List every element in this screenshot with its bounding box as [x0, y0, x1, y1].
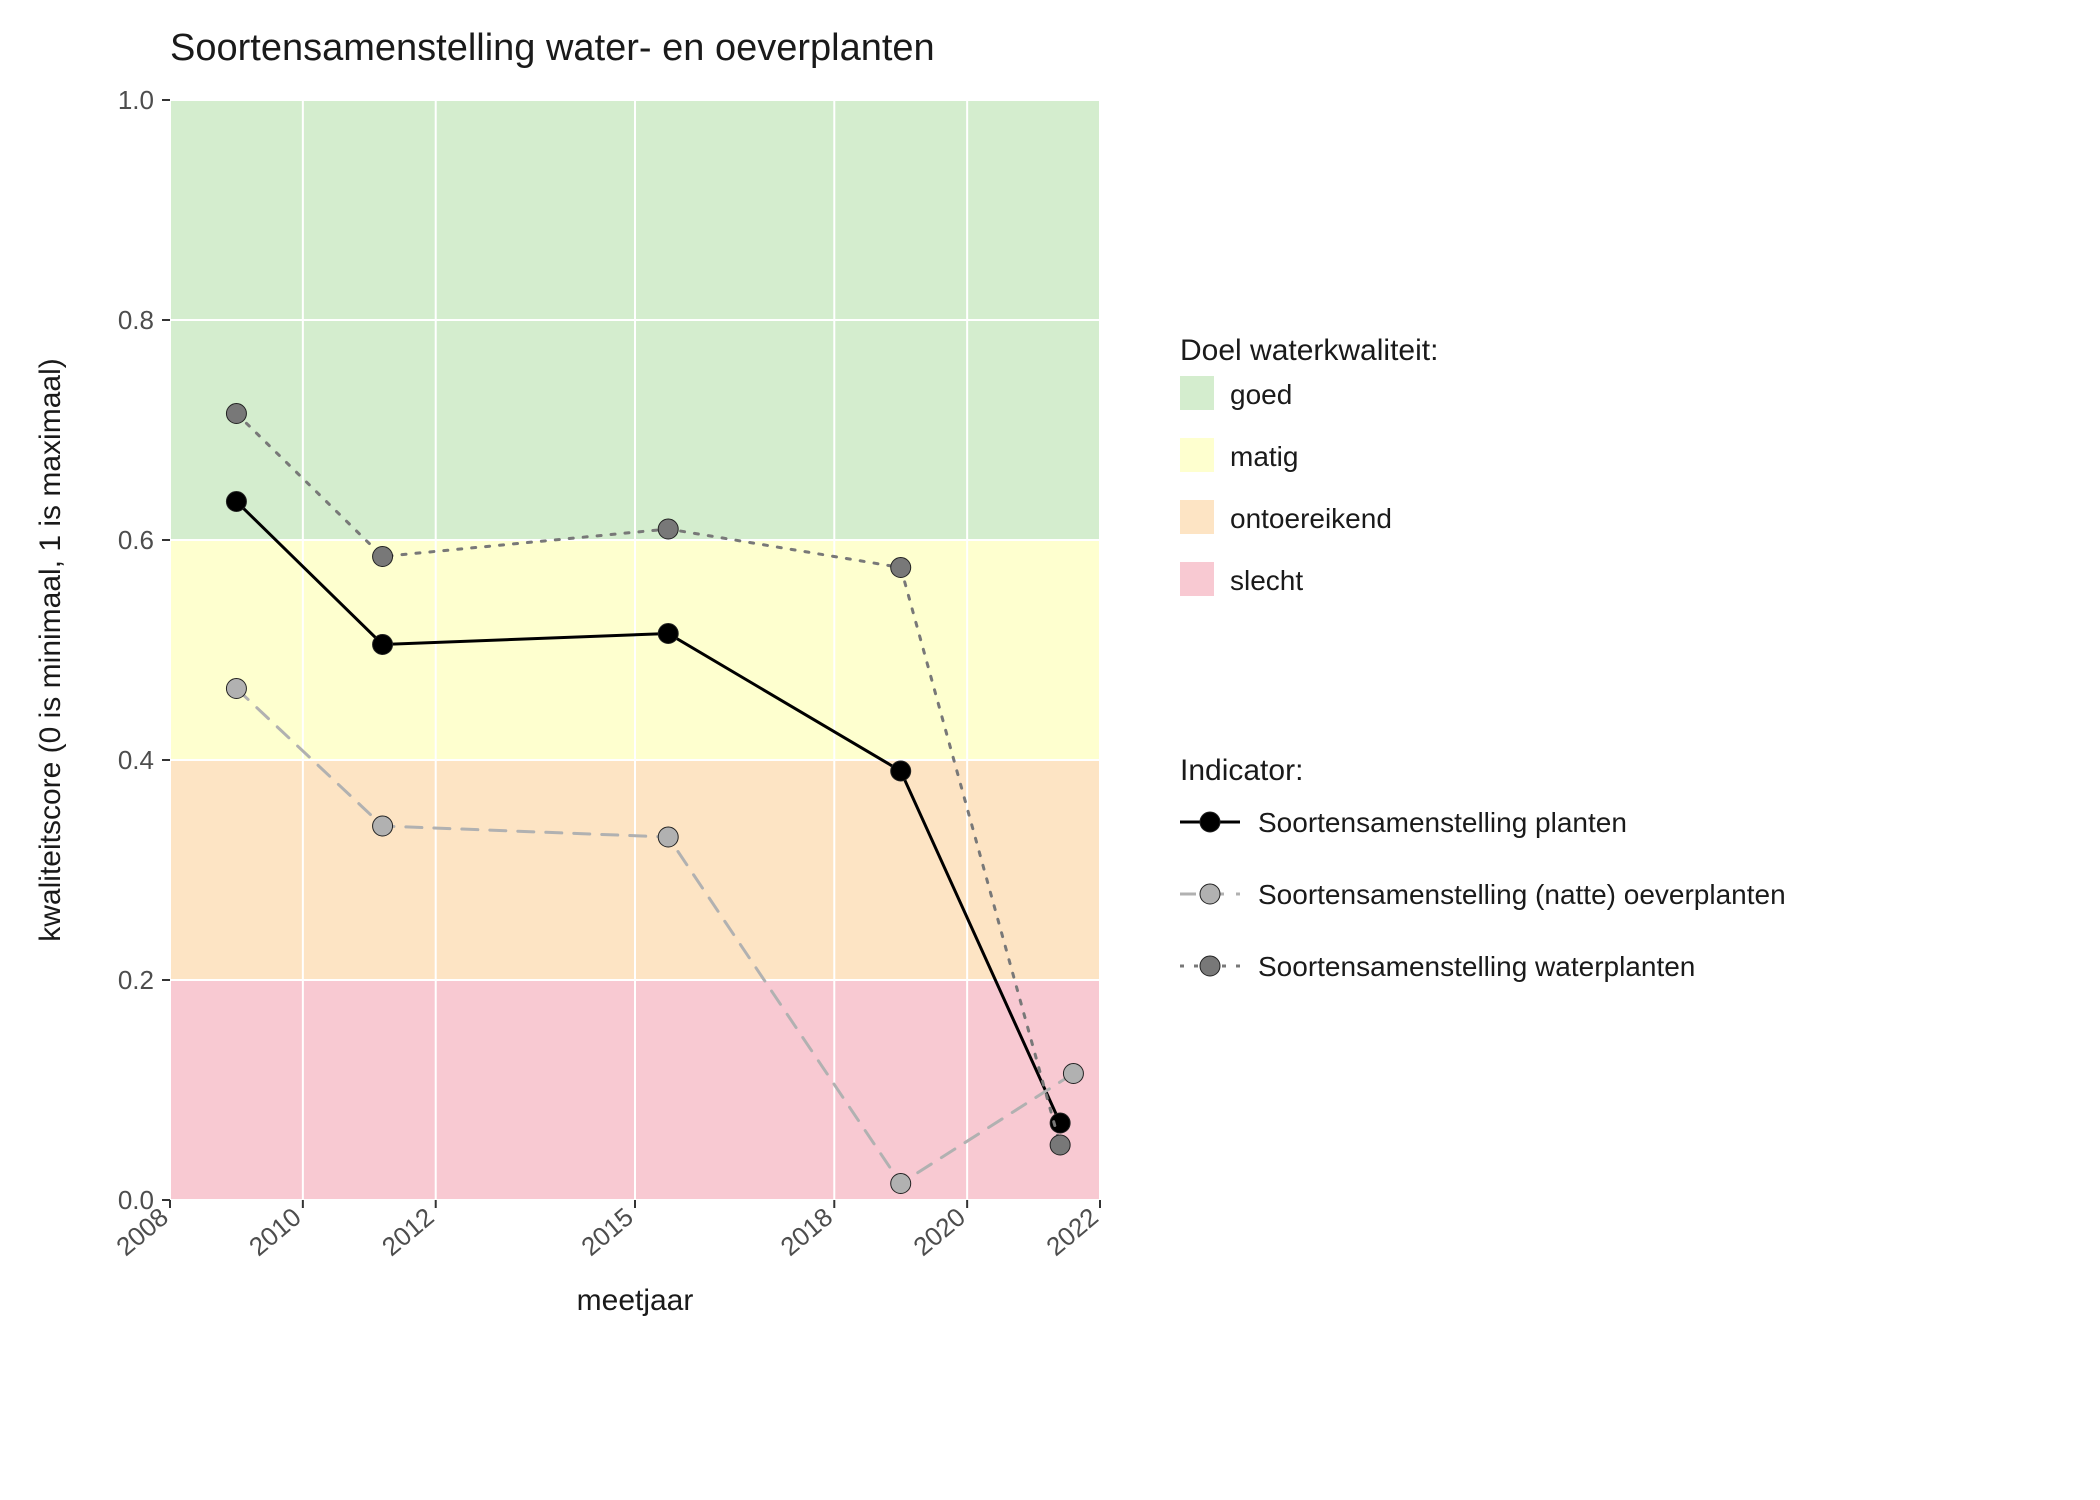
xtick-label: 2010: [243, 1202, 307, 1262]
xtick-label: 2018: [775, 1202, 839, 1262]
legend-series-label: Soortensamenstelling waterplanten: [1258, 951, 1695, 982]
xtick-label: 2020: [907, 1202, 971, 1262]
legend-band-label: goed: [1230, 379, 1292, 410]
ytick-label: 0.8: [118, 305, 154, 335]
series-point: [891, 761, 911, 781]
legend-swatch: [1180, 500, 1214, 534]
chart-title: Soortensamenstelling water- en oeverplan…: [170, 27, 935, 69]
series-point: [891, 558, 911, 578]
legend-swatch: [1180, 562, 1214, 596]
legend-bands-title: Doel waterkwaliteit:: [1180, 334, 1438, 367]
legend-band-label: slecht: [1230, 565, 1303, 596]
series-point: [373, 816, 393, 836]
series-point: [226, 492, 246, 512]
legend-series-point: [1200, 812, 1220, 832]
series-point: [658, 519, 678, 539]
series-point: [658, 624, 678, 644]
y-axis-label: kwaliteitscore (0 is minimaal, 1 is maxi…: [34, 358, 67, 941]
legend-series-label: Soortensamenstelling planten: [1258, 807, 1627, 838]
ytick-label: 0.4: [118, 745, 154, 775]
ytick-label: 0.2: [118, 965, 154, 995]
legend-swatch: [1180, 438, 1214, 472]
legend-band-label: ontoereikend: [1230, 503, 1392, 534]
ytick-label: 0.6: [118, 525, 154, 555]
legend-swatch: [1180, 376, 1214, 410]
series-point: [226, 404, 246, 424]
series-point: [891, 1174, 911, 1194]
xtick-label: 2015: [575, 1202, 639, 1262]
ytick-label: 1.0: [118, 85, 154, 115]
legend-band-label: matig: [1230, 441, 1298, 472]
legend-series-label: Soortensamenstelling (natte) oeverplante…: [1258, 879, 1786, 910]
x-axis-label: meetjaar: [577, 1284, 694, 1317]
legend-series-title: Indicator:: [1180, 754, 1303, 787]
xtick-label: 2012: [376, 1202, 440, 1262]
legend-series-point: [1200, 956, 1220, 976]
series-point: [1063, 1064, 1083, 1084]
series-point: [1050, 1135, 1070, 1155]
legend-series-point: [1200, 884, 1220, 904]
series-point: [373, 547, 393, 567]
chart-container: Soortensamenstelling water- en oeverplan…: [0, 0, 2100, 1500]
series-point: [373, 635, 393, 655]
xtick-label: 2022: [1040, 1202, 1104, 1262]
series-point: [226, 679, 246, 699]
chart-svg: Soortensamenstelling water- en oeverplan…: [0, 0, 2100, 1500]
series-point: [658, 827, 678, 847]
